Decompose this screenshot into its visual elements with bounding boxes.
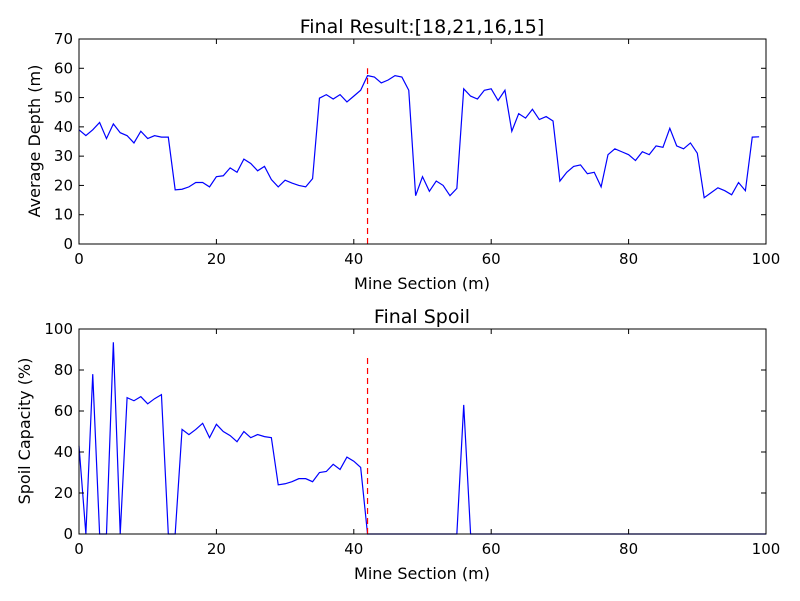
top-x-tick-label: 20 xyxy=(207,250,226,268)
top-series-line xyxy=(78,74,760,199)
top-y-tick-label: 20 xyxy=(54,176,73,194)
top-x-tick-label: 100 xyxy=(752,250,781,268)
bottom-x-axis-label: Mine Section (m) xyxy=(354,564,490,583)
bottom-y-tick-label: 100 xyxy=(44,320,73,338)
bottom-y-tick-label: 20 xyxy=(54,484,73,502)
top-plot-area: 0 20 40 60 80 100 0 10 20 30 40 50 60 70 xyxy=(54,30,780,268)
top-y-tick-label: 40 xyxy=(54,118,73,136)
bottom-x-tick-label: 40 xyxy=(344,540,363,558)
bottom-x-tick-label: 100 xyxy=(752,540,781,558)
top-y-tick-label: 10 xyxy=(54,206,73,224)
bottom-y-tick-label: 40 xyxy=(54,443,73,461)
top-y-tick-label: 60 xyxy=(54,59,73,77)
bottom-chart-title: Final Spoil xyxy=(374,306,470,328)
bottom-y-axis-label: Spoil Capacity (%) xyxy=(15,358,34,505)
bottom-plot-area: 0 20 40 60 80 100 0 20 40 60 80 100 xyxy=(44,320,780,558)
top-x-tick-label: 40 xyxy=(344,250,363,268)
bottom-y-tick-label: 60 xyxy=(54,402,73,420)
bottom-plot: Final Spoil Spoil Capacity (%) Mine Sect… xyxy=(15,306,780,583)
top-y-tick-label: 30 xyxy=(54,147,73,165)
top-x-tick-label: 80 xyxy=(619,250,638,268)
top-plot: Final Result:[18,21,16,15] Average Depth… xyxy=(25,16,780,293)
top-axes-frame xyxy=(78,38,767,245)
top-y-tick-label: 50 xyxy=(54,89,73,107)
bottom-y-tick-label: 0 xyxy=(63,525,73,543)
bottom-y-tick-label: 80 xyxy=(54,361,73,379)
top-x-tick-label: 0 xyxy=(74,250,84,268)
top-x-axis-label: Mine Section (m) xyxy=(354,274,490,293)
top-y-tick-label: 0 xyxy=(63,235,73,253)
bottom-x-tick-label: 80 xyxy=(619,540,638,558)
bottom-axes-frame xyxy=(78,328,767,535)
bottom-x-tick-label: 20 xyxy=(207,540,226,558)
bottom-x-tick-label: 60 xyxy=(482,540,501,558)
top-x-tick-label: 60 xyxy=(482,250,501,268)
top-y-axis-label: Average Depth (m) xyxy=(25,65,44,218)
bottom-x-tick-label: 0 xyxy=(74,540,84,558)
top-y-tick-label: 70 xyxy=(54,30,73,48)
top-chart-title: Final Result:[18,21,16,15] xyxy=(300,16,545,38)
